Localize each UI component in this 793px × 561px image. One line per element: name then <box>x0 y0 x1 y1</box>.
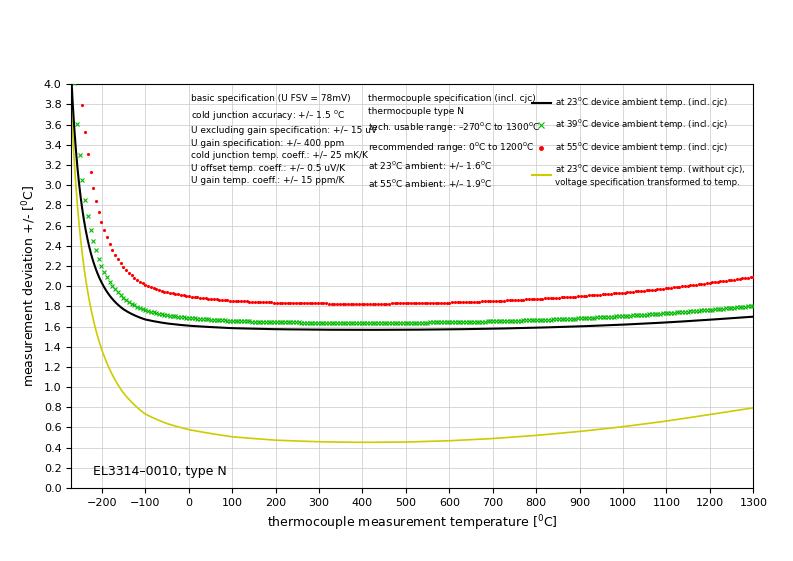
Text: basic specification (U FSV = 78mV)
cold junction accuracy: +/– 1.5 $^0$C
U exclu: basic specification (U FSV = 78mV) cold … <box>190 94 377 185</box>
Y-axis label: measurement deviation +/- [$^0$C]: measurement deviation +/- [$^0$C] <box>21 185 38 387</box>
Text: thermocouple specification (incl. cjc)
thermocouple type N
tech. usable range: –: thermocouple specification (incl. cjc) t… <box>368 94 540 190</box>
Legend: at 23$^0$C device ambient temp. (incl. cjc), at 39$^0$C device ambient temp. (in: at 23$^0$C device ambient temp. (incl. c… <box>528 93 749 191</box>
X-axis label: thermocouple measurement temperature [$^0$C]: thermocouple measurement temperature [$^… <box>267 513 557 533</box>
Text: EL3314–0010, type N: EL3314–0010, type N <box>93 465 227 478</box>
